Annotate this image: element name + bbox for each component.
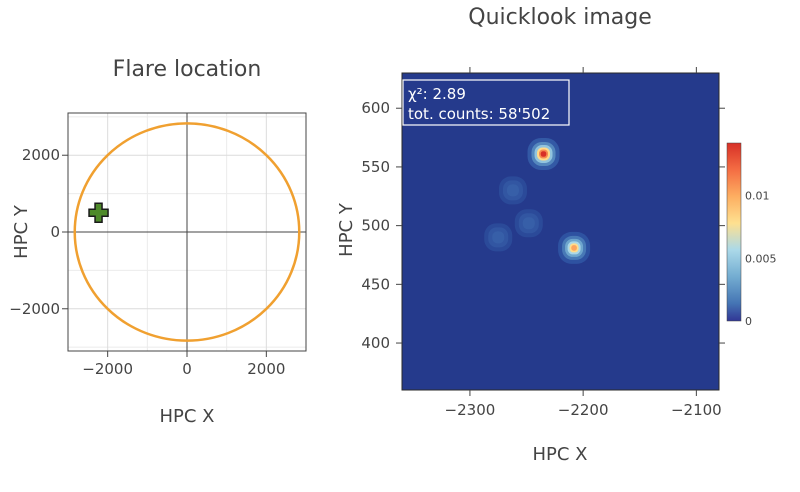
flare-location-marker — [88, 202, 109, 224]
x-tick-label: −2300 — [445, 401, 496, 419]
y-tick-label: 400 — [361, 334, 390, 352]
heatmap-background — [402, 73, 719, 390]
flare-location-plot-area — [68, 113, 306, 351]
y-tick-label: −2000 — [9, 300, 60, 318]
flare-location-x-label: HPC X — [159, 406, 214, 427]
flare-location-panel: Flare location −2000 0 2000 −2000 0 2000 HPC… — [9, 57, 307, 427]
x-tick-label: 2000 — [247, 360, 285, 378]
total-counts-annotation: tot. counts: 58'502 — [408, 105, 550, 123]
quicklook-title: Quicklook image — [468, 5, 652, 30]
flare-location-x-ticks: −2000 0 2000 — [82, 351, 285, 378]
colorbar-tick-label: 0.005 — [745, 252, 777, 265]
colorbar-ticks: 0 0.005 0.01 — [745, 190, 777, 328]
colorbar-gradient — [726, 142, 742, 322]
heatmap-source-2 — [492, 231, 505, 244]
y-tick-label: 600 — [361, 99, 390, 117]
x-tick-label: −2100 — [671, 401, 722, 419]
annotation-border — [402, 79, 570, 126]
quicklook-heatmap — [401, 72, 720, 391]
y-tick-label: 550 — [361, 158, 390, 176]
quicklook-x-label: HPC X — [532, 444, 587, 465]
solar-disk-outline — [73, 122, 301, 342]
heatmap-source-4 — [506, 184, 519, 197]
heatmap-frame — [401, 72, 720, 391]
y-tick-label: 0 — [50, 223, 60, 241]
quicklook-x-ticks: −2300 −2200 −2100 — [445, 67, 722, 419]
colorbar-tick-label: 0.01 — [745, 190, 770, 203]
colorbar-tick-label: 0 — [745, 315, 752, 328]
chi2-annotation: χ²: 2.89 — [408, 85, 466, 103]
x-tick-label: −2200 — [558, 401, 609, 419]
flare-location-y-label: HPC Y — [11, 204, 32, 259]
y-tick-label: 500 — [361, 217, 390, 235]
y-tick-label: 2000 — [22, 146, 60, 164]
quicklook-annotation-box: χ²: 2.89 tot. counts: 58'502 — [402, 79, 570, 126]
quicklook-panel: Quicklook image −2300 −2200 −2100 400 450 50… — [336, 5, 777, 465]
heatmap-source-3 — [522, 217, 535, 230]
quicklook-y-label: HPC Y — [336, 202, 357, 257]
colorbar: 0 0.005 0.01 — [726, 142, 777, 328]
heatmap-source-1 — [571, 245, 577, 251]
quicklook-y-ticks: 400 450 500 550 600 — [361, 99, 725, 352]
heatmap-source-0 — [540, 151, 547, 157]
y-tick-label: 450 — [361, 275, 390, 293]
x-tick-label: 0 — [182, 360, 192, 378]
flare-location-y-ticks: −2000 0 2000 — [9, 146, 68, 318]
x-tick-label: −2000 — [82, 360, 133, 378]
flare-location-title: Flare location — [113, 57, 262, 82]
